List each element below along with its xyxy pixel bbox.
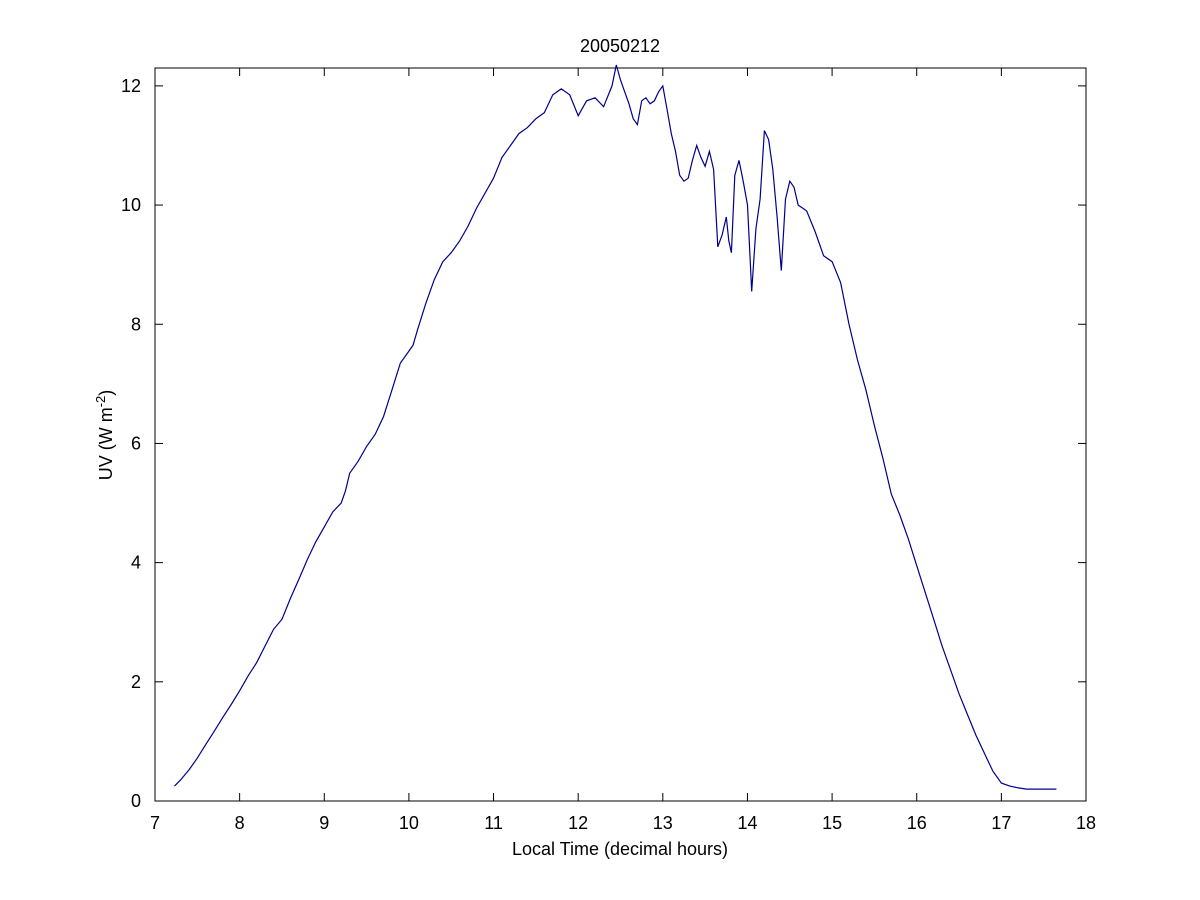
x-tick-label: 17 (991, 813, 1011, 833)
y-tick-label: 10 (121, 195, 141, 215)
x-tick-label: 18 (1076, 813, 1096, 833)
y-axis-label-close: ) (96, 390, 116, 396)
x-tick-label: 10 (399, 813, 419, 833)
y-axis-tick-labels: 0 2 4 6 8 10 12 (121, 76, 141, 811)
y-tick-label: 2 (131, 672, 141, 692)
y-tick-label: 12 (121, 76, 141, 96)
y-axis-label-superscript: -2 (93, 396, 108, 408)
x-tick-label: 13 (653, 813, 673, 833)
x-tick-label: 9 (319, 813, 329, 833)
y-axis-ticks (155, 85, 1086, 802)
y-tick-label: 4 (131, 553, 141, 573)
y-axis-label: UV (W m-2) (93, 390, 116, 481)
x-tick-label: 16 (907, 813, 927, 833)
x-tick-label: 7 (150, 813, 160, 833)
x-tick-label: 11 (484, 813, 503, 833)
x-axis-tick-labels: 7 8 9 10 11 12 13 14 15 16 17 18 (150, 813, 1096, 833)
uv-series-line (174, 64, 1057, 790)
x-axis-ticks (154, 68, 1087, 801)
x-tick-label: 14 (737, 813, 757, 833)
x-tick-label: 8 (235, 813, 245, 833)
y-axis-label-main: UV (W m (96, 407, 116, 480)
chart-title: 20050212 (580, 36, 660, 56)
x-tick-label: 15 (822, 813, 842, 833)
y-tick-label: 0 (131, 791, 141, 811)
x-tick-label: 12 (568, 813, 588, 833)
y-tick-label: 6 (131, 433, 141, 453)
x-axis-label: Local Time (decimal hours) (512, 839, 728, 859)
y-tick-label: 8 (131, 314, 141, 334)
plot-area-frame (154, 67, 1087, 802)
